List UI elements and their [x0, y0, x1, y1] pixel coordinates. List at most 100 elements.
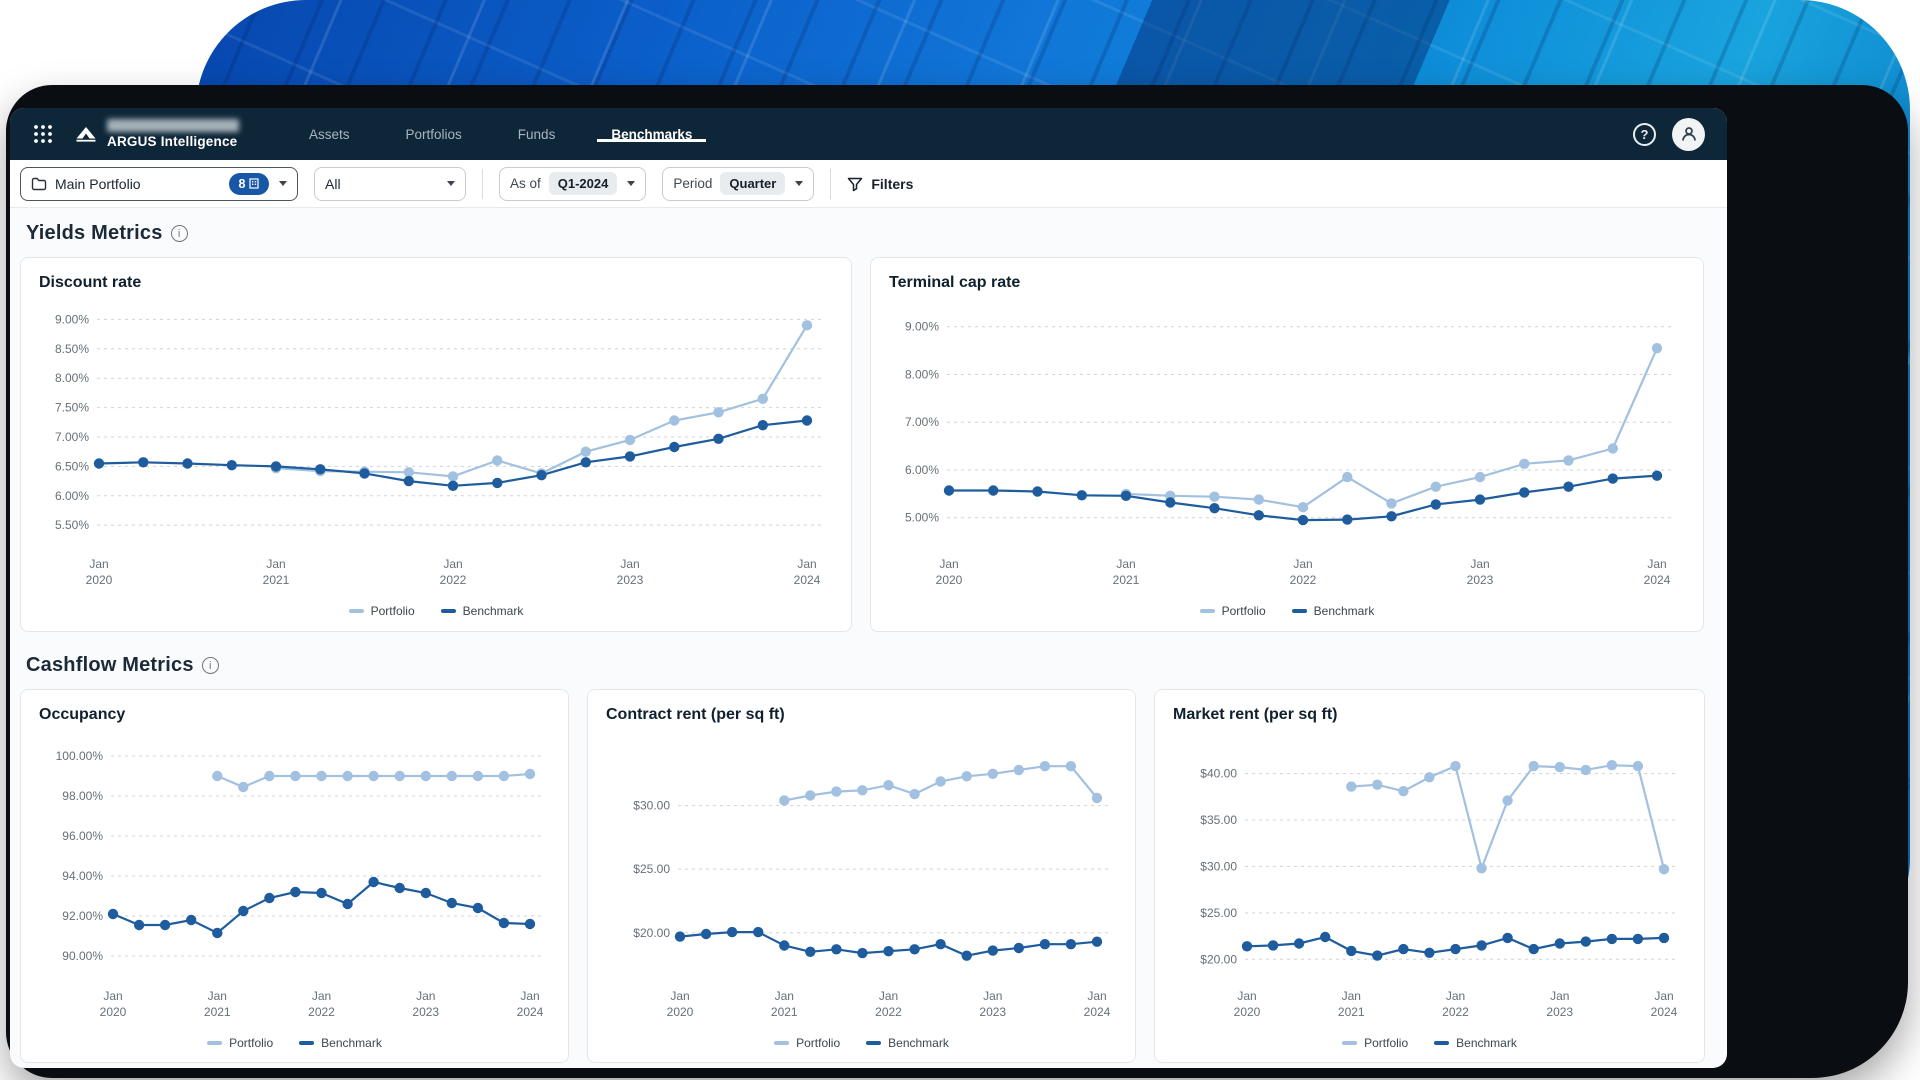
tab-assets[interactable]: Assets	[309, 126, 350, 142]
svg-text:90.00%: 90.00%	[62, 949, 103, 963]
top-nav: ARGUS Intelligence Assets Portfolios Fun…	[10, 108, 1727, 160]
nav-tabs: Assets Portfolios Funds Benchmarks	[281, 127, 720, 142]
help-icon: ?	[1633, 122, 1656, 146]
legend-item-portfolio: Portfolio	[207, 1036, 273, 1050]
legend-label: Benchmark	[462, 604, 524, 618]
svg-text:Jan: Jan	[208, 989, 227, 1003]
svg-text:$25.00: $25.00	[1200, 906, 1237, 920]
svg-text:Jan: Jan	[1116, 557, 1135, 571]
cashflow-section-head: Cashflow Metrics i	[26, 654, 1713, 677]
chart-legend: Portfolio Benchmark	[39, 604, 833, 618]
svg-text:Jan: Jan	[443, 557, 462, 571]
scope-select[interactable]: All	[314, 166, 466, 201]
svg-text:Jan: Jan	[312, 989, 331, 1003]
legend-label: Benchmark	[1313, 604, 1375, 618]
period-value: Quarter	[720, 172, 786, 195]
svg-text:$40.00: $40.00	[1200, 767, 1237, 781]
svg-text:2022: 2022	[1442, 1005, 1469, 1019]
svg-text:$25.00: $25.00	[633, 862, 670, 876]
as-of-select[interactable]: As of Q1-2024	[499, 166, 647, 201]
occupancy-card: Occupancy 100.00% 98.00% 96.00% 94.00% 92.00…	[20, 689, 569, 1063]
benchmark-swatch	[866, 1041, 882, 1045]
info-icon[interactable]: i	[201, 657, 219, 674]
chevron-down-icon	[447, 181, 455, 186]
portfolio-swatch	[1342, 1041, 1358, 1045]
legend-label: Portfolio	[1221, 604, 1266, 618]
svg-text:Jan: Jan	[797, 557, 816, 571]
tab-portfolios[interactable]: Portfolios	[405, 126, 462, 142]
svg-text:Jan: Jan	[775, 989, 794, 1003]
tab-funds[interactable]: Funds	[517, 126, 556, 142]
svg-text:2023: 2023	[1546, 1005, 1573, 1019]
account-button[interactable]	[1672, 117, 1705, 151]
portfolio-swatch	[774, 1041, 790, 1045]
svg-text:2021: 2021	[1338, 1005, 1365, 1019]
discount-rate-chart: 9.00% 8.50% 8.00% 7.50% 7.00% 6.50% 6.00% 5.50%…	[39, 296, 833, 602]
chart-legend: Portfolio Benchmark	[606, 1036, 1117, 1050]
yields-section-title: Yields Metrics	[26, 222, 163, 244]
discount-rate-card: Discount rate 9.00% 8.50% 8.00% 7.50% 7.00% 6…	[20, 257, 852, 632]
svg-text:2024: 2024	[1651, 1005, 1678, 1019]
terminal-cap-rate-chart: 9.00% 8.00% 7.00% 6.00% 5.00% Jan 2020 Jan 2021 J…	[889, 296, 1685, 602]
svg-text:8.00%: 8.00%	[55, 371, 89, 385]
portfolio-select-value: Main Portfolio	[55, 175, 141, 192]
svg-text:2020: 2020	[100, 1005, 127, 1019]
as-of-value: Q1-2024	[548, 172, 618, 195]
svg-text:5.50%: 5.50%	[55, 518, 89, 532]
legend-label: Portfolio	[1364, 1036, 1409, 1050]
svg-text:Jan: Jan	[1647, 557, 1666, 571]
app-launcher-icon[interactable]	[26, 117, 60, 151]
legend-item-portfolio: Portfolio	[1199, 604, 1266, 618]
svg-text:$30.00: $30.00	[1200, 859, 1237, 873]
svg-text:7.00%: 7.00%	[905, 415, 939, 429]
legend-label: Benchmark	[888, 1036, 949, 1050]
svg-text:Jan: Jan	[620, 557, 639, 571]
legend-item-benchmark: Benchmark	[440, 604, 524, 618]
portfolio-count: 8	[238, 176, 246, 191]
svg-text:$20.00: $20.00	[633, 926, 670, 940]
chart-legend: Portfolio Benchmark	[39, 1036, 550, 1050]
svg-text:2022: 2022	[440, 573, 467, 587]
divider	[482, 168, 483, 199]
svg-text:8.50%: 8.50%	[55, 342, 89, 356]
svg-text:2021: 2021	[263, 573, 290, 587]
legend-item-benchmark: Benchmark	[299, 1036, 382, 1050]
svg-text:Jan: Jan	[103, 989, 122, 1003]
svg-text:94.00%: 94.00%	[62, 869, 103, 883]
period-label: Period	[673, 176, 713, 191]
yields-cards-row: Discount rate 9.00% 8.50% 8.00% 7.50% 7.00% 6…	[20, 257, 1713, 632]
legend-item-portfolio: Portfolio	[774, 1036, 840, 1050]
svg-text:2020: 2020	[667, 1005, 694, 1019]
building-icon	[249, 178, 260, 189]
info-icon[interactable]: i	[170, 225, 188, 242]
svg-text:Jan: Jan	[1470, 557, 1489, 571]
svg-text:2023: 2023	[617, 573, 644, 587]
svg-text:Jan: Jan	[1293, 557, 1312, 571]
cashflow-section-title: Cashflow Metrics	[26, 654, 194, 676]
legend-label: Portfolio	[796, 1036, 841, 1050]
folder-icon	[31, 177, 47, 190]
svg-text:Jan: Jan	[1342, 989, 1361, 1003]
svg-text:2021: 2021	[204, 1005, 231, 1019]
legend-item-portfolio: Portfolio	[1342, 1036, 1408, 1050]
period-select[interactable]: Period Quarter	[662, 166, 815, 201]
tab-benchmarks[interactable]: Benchmarks	[597, 127, 707, 142]
portfolio-swatch	[348, 609, 364, 613]
brand-logo-icon	[76, 127, 96, 142]
svg-text:Jan: Jan	[416, 989, 435, 1003]
legend-item-benchmark: Benchmark	[866, 1036, 949, 1050]
svg-text:7.00%: 7.00%	[55, 430, 89, 444]
chart-legend: Portfolio Benchmark	[1173, 1036, 1686, 1050]
help-button[interactable]: ?	[1633, 122, 1656, 146]
terminal-cap-rate-card: Terminal cap rate 9.00% 8.00% 7.00% 6.00% 5.…	[870, 257, 1704, 632]
svg-text:Jan: Jan	[879, 989, 898, 1003]
benchmarks-content: Yields Metrics i Discount rate 9.00% 8.50…	[10, 222, 1727, 1063]
portfolio-select[interactable]: Main Portfolio 8	[20, 166, 298, 201]
brand-stack: ARGUS Intelligence	[107, 119, 239, 149]
svg-text:$20.00: $20.00	[1200, 952, 1237, 966]
benchmark-swatch	[440, 609, 456, 613]
svg-text:Jan: Jan	[1446, 989, 1465, 1003]
filters-button[interactable]: Filters	[847, 176, 913, 192]
svg-text:Jan: Jan	[89, 557, 108, 571]
